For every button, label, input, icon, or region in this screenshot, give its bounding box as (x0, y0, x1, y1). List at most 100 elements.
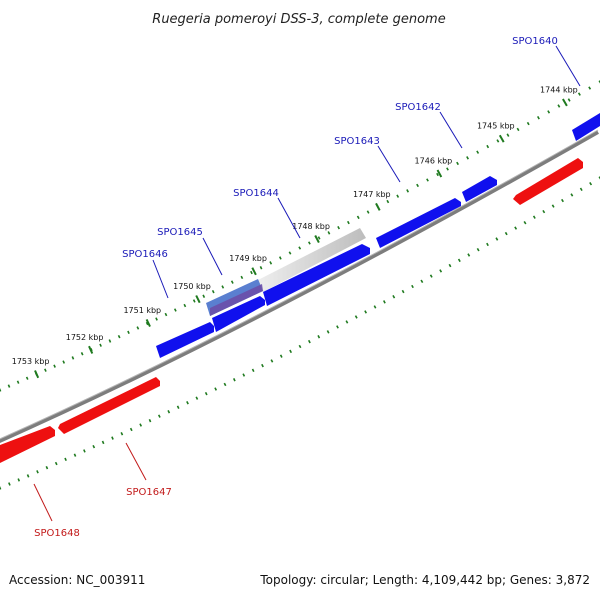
minor-tick (486, 144, 490, 149)
major-tick (34, 370, 40, 379)
gene-label-spo1644[interactable]: SPO1644 (233, 188, 279, 199)
minor-tick (346, 220, 350, 225)
minor-tick (466, 156, 469, 160)
minor-tick (232, 378, 236, 382)
minor-tick (214, 387, 218, 391)
major-ticks: 1744 kbp 1745 kbp 1746 kbp 1747 kbp 1748 kbp… (12, 86, 578, 379)
gene-label-spo1640[interactable]: SPO1640 (512, 36, 558, 47)
minor-tick (127, 330, 130, 335)
major-tick (251, 267, 257, 276)
minor-tick (26, 474, 30, 478)
minor-tick (186, 401, 189, 405)
minor-tick (279, 354, 283, 358)
minor-tick (36, 470, 39, 474)
minor-tick (547, 110, 551, 114)
major-tick (498, 134, 505, 143)
minor-tick (327, 231, 331, 235)
gene-spo1647-arrow[interactable] (58, 377, 160, 434)
minor-tick (598, 80, 600, 84)
minor-tick (317, 335, 321, 339)
minor-tick (242, 373, 246, 377)
gene-label-spo1645[interactable]: SPO1645 (157, 227, 203, 238)
minor-tick (446, 167, 449, 171)
minor-tick (298, 246, 302, 250)
genome-backbone (0, 130, 599, 443)
gene-spo1643-arrow[interactable] (376, 198, 461, 248)
major-tick (145, 318, 151, 328)
minor-tick (278, 256, 282, 260)
gene-spo1648-arrow[interactable] (0, 426, 55, 463)
minor-tick (526, 121, 530, 126)
minor-tick (120, 432, 124, 436)
gene-label-spo1642[interactable]: SPO1642 (395, 102, 441, 113)
minor-tick (251, 368, 255, 373)
minor-tick (506, 133, 510, 137)
minor-tick (307, 241, 311, 245)
minor-tick (92, 444, 96, 449)
minor-tick (148, 418, 152, 423)
minor-tick (429, 274, 433, 278)
minor-tick (561, 198, 564, 203)
gene-label-spo1643[interactable]: SPO1643 (334, 136, 380, 147)
minor-tick (457, 258, 461, 263)
minor-tick (557, 104, 561, 108)
minor-tick (0, 486, 2, 490)
minor-tick (17, 478, 21, 482)
minor-tick (259, 266, 263, 270)
gene-label-spo1647[interactable]: SPO1647 (126, 487, 172, 498)
minor-tick (426, 178, 429, 182)
minor-tick (392, 295, 396, 299)
minor-tick (476, 150, 480, 154)
minor-tick (486, 242, 489, 247)
minor-tick (288, 251, 292, 255)
minor-tick (73, 453, 77, 457)
minor-tick (366, 210, 370, 214)
genome-backbone-highlight (0, 129, 599, 440)
minor-tick (80, 352, 84, 356)
minor-tick (223, 382, 227, 387)
minor-tick (579, 187, 583, 191)
minor-tick (8, 482, 11, 486)
minor-tick (439, 269, 443, 273)
minor-tick (64, 457, 67, 462)
gene-spo1640-arrow[interactable] (572, 113, 600, 141)
minor-tick (307, 339, 311, 344)
tick-label: 1746 kbp (415, 157, 453, 166)
gene-spo1642-arrow[interactable] (462, 176, 497, 202)
minor-tick (337, 226, 341, 230)
genome-summary-text: Topology: circular; Length: 4,109,442 bp… (260, 573, 590, 587)
major-tick (88, 345, 94, 354)
major-tick (314, 235, 320, 244)
minor-tick (496, 139, 500, 143)
minor-tick (356, 215, 360, 220)
minor-tick (176, 405, 180, 409)
gene-spo1644-arrow[interactable] (263, 244, 370, 306)
minor-tick (230, 280, 234, 284)
gene-label-spo1648[interactable]: SPO1648 (34, 528, 80, 539)
minor-tick (183, 303, 187, 308)
minor-tick (401, 289, 405, 294)
gene-unlabeled-reverse-arrow[interactable] (513, 158, 583, 205)
minor-tick (99, 343, 102, 347)
minor-tick (25, 376, 29, 380)
major-tick (375, 202, 381, 211)
minor-tick (476, 248, 480, 252)
minor-tick (173, 308, 177, 312)
minor-tick (136, 326, 140, 330)
minor-tick (83, 449, 86, 453)
accession-text: Accession: NC_003911 (9, 573, 146, 587)
minor-tick (139, 423, 143, 427)
gene-spo1646-arrow[interactable] (156, 322, 214, 358)
gene-label-spo1646[interactable]: SPO1646 (122, 249, 168, 260)
minor-tick (129, 427, 133, 432)
minor-tick (289, 349, 293, 354)
minor-tick (354, 315, 358, 319)
minor-tick (420, 279, 424, 283)
minor-tick (202, 294, 206, 298)
minor-tick (62, 360, 66, 364)
gene-spo1645-arrow[interactable] (212, 296, 265, 332)
major-tick (562, 98, 568, 107)
minor-tick (192, 299, 196, 303)
gene-leader-lines (33, 45, 581, 522)
tick-label: 1749 kbp (229, 254, 267, 263)
